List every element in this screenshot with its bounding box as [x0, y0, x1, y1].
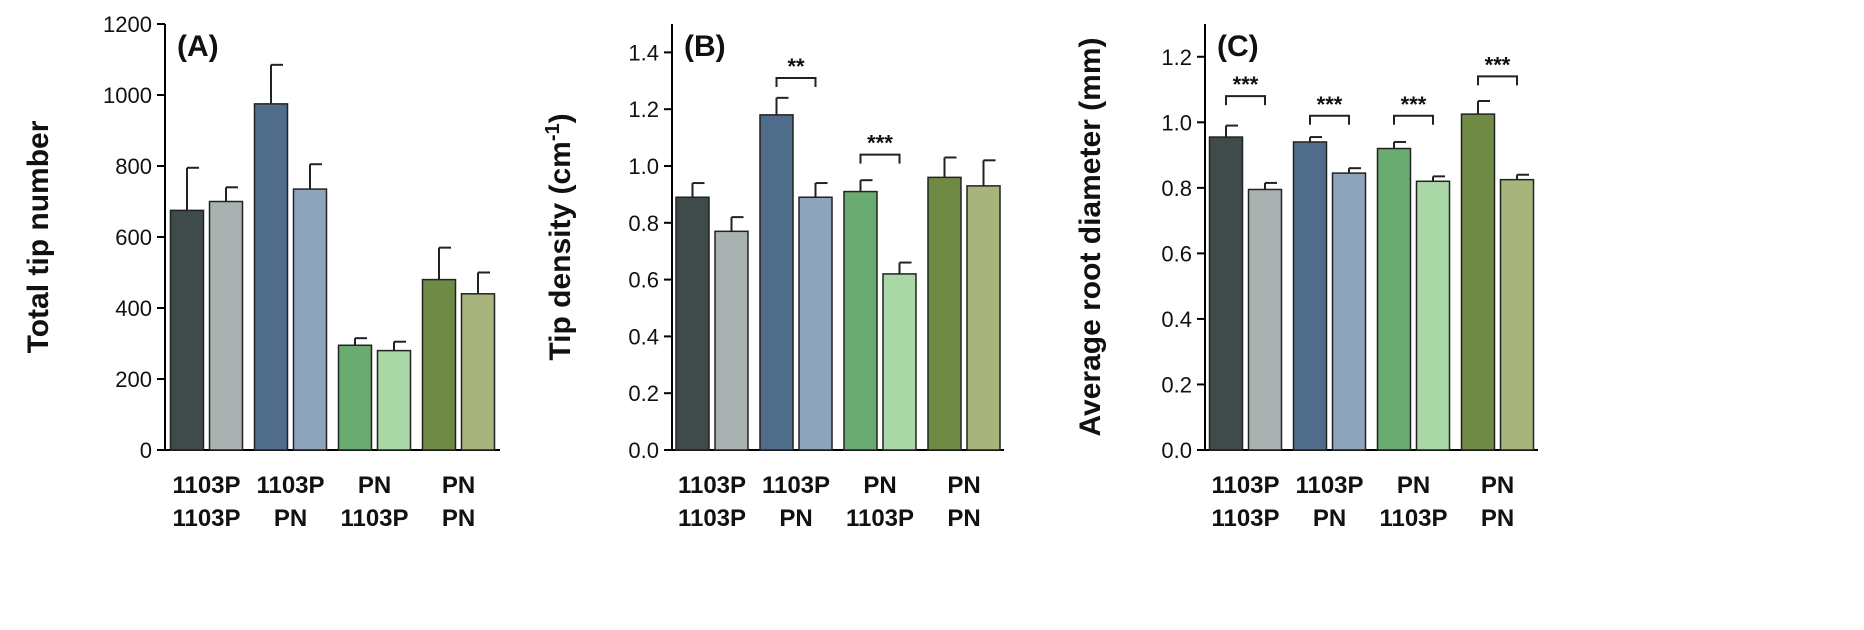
bar — [1331, 172, 1367, 451]
y-axis-label-end: ) — [544, 113, 577, 123]
y-tick-label: 800 — [115, 154, 152, 179]
y-tick-label: 400 — [115, 296, 152, 321]
category-label-line1: PN — [442, 472, 475, 499]
significance-bracket — [1393, 114, 1434, 125]
category-label-line1: 1103P — [678, 472, 746, 499]
significance-label: *** — [1317, 92, 1343, 117]
bar — [927, 176, 962, 451]
y-tick-label: 0 — [140, 438, 152, 463]
category-label-line2: 1103P — [678, 505, 746, 532]
panel-c: 0.0 0.2 0.4 0.6 0.8 1.0 1.2 Average root diamet… — [1074, 24, 1538, 532]
y-tick-label: 1000 — [103, 83, 152, 108]
category-label-line2: PN — [779, 505, 812, 532]
bar — [1292, 141, 1328, 451]
significance-bracket — [1225, 95, 1266, 106]
significance-bracket — [859, 153, 901, 164]
y-tick-label: 1.0 — [1161, 110, 1192, 135]
category-label-line1: PN — [947, 472, 980, 499]
y-tick-label: 0.4 — [628, 324, 659, 349]
y-tick-label: 0.4 — [1161, 307, 1192, 332]
y-tick-label: 0.6 — [628, 268, 659, 293]
panel-label: (C) — [1217, 30, 1259, 63]
y-tick-label: 1.4 — [628, 40, 659, 65]
significance-label: *** — [1485, 52, 1511, 77]
category-label-line2: 1103P — [846, 505, 914, 532]
category-label-line1: PN — [863, 472, 896, 499]
category-label-line2: 1103P — [1379, 505, 1447, 532]
panel-a: 0 200 400 600 800 1000 1200 Total tip number (A)… — [22, 12, 500, 532]
significance-bracket — [1309, 114, 1350, 125]
panel-label: (A) — [177, 30, 219, 63]
bar — [376, 349, 412, 451]
bar — [337, 344, 373, 451]
bar — [169, 209, 205, 451]
panel-b: 0.0 0.2 0.4 0.6 0.8 1.0 1.2 1.4 Tip density (cm-… — [542, 24, 1004, 532]
panel-label: (B) — [684, 30, 726, 63]
bar — [1376, 147, 1412, 451]
y-tick-label: 1.2 — [628, 97, 659, 122]
category-label-line1: PN — [358, 472, 391, 499]
y-tick-label: 1.2 — [1161, 45, 1192, 70]
bar — [1499, 178, 1535, 451]
category-label-line2: PN — [1313, 505, 1346, 532]
y-tick-label: 0.2 — [1161, 372, 1192, 397]
y-tick-label: 600 — [115, 225, 152, 250]
category-label-line2: PN — [1481, 505, 1514, 532]
bar — [208, 200, 244, 451]
category-label-line1: PN — [1397, 472, 1430, 499]
category-label-line1: 1103P — [1211, 472, 1279, 499]
bar — [460, 293, 496, 451]
y-tick-label: 0.8 — [1161, 176, 1192, 201]
category-label-line2: PN — [947, 505, 980, 532]
category-label-line1: 1103P — [762, 472, 830, 499]
y-axis-label: Tip density (cm-1) — [542, 113, 577, 360]
y-tick-label: 0.0 — [1161, 438, 1192, 463]
bar — [843, 190, 878, 451]
category-label-line2: 1103P — [340, 505, 408, 532]
significance-bracket — [775, 76, 817, 87]
y-tick-label: 1200 — [103, 12, 152, 37]
category-label-line2: 1103P — [172, 505, 240, 532]
category-label-line2: PN — [274, 505, 307, 532]
bar — [759, 114, 794, 451]
bar — [1460, 113, 1496, 451]
y-tick-label: 0.2 — [628, 381, 659, 406]
significance-label: ** — [787, 54, 805, 79]
y-axis-label: Average root diameter (mm) — [1074, 38, 1107, 437]
y-axis-label: Total tip number — [22, 120, 55, 353]
bar — [714, 230, 749, 451]
category-label-line1: 1103P — [1295, 472, 1363, 499]
category-label-line1: PN — [1481, 472, 1514, 499]
bar — [421, 278, 457, 451]
significance-label: *** — [1401, 92, 1427, 117]
bar — [1247, 188, 1283, 451]
category-label-line1: 1103P — [172, 472, 240, 499]
y-tick-label: 0.0 — [628, 438, 659, 463]
significance-label: *** — [1233, 72, 1259, 97]
bar — [1415, 180, 1451, 451]
y-axis-label-superscript: -1 — [542, 123, 564, 141]
category-label-line2: 1103P — [1211, 505, 1279, 532]
bar — [882, 273, 917, 451]
y-tick-label: 200 — [115, 367, 152, 392]
bar — [966, 185, 1001, 451]
y-tick-label: 0.6 — [1161, 241, 1192, 266]
significance-bracket — [1477, 75, 1518, 86]
y-tick-label: 1.0 — [628, 154, 659, 179]
bar — [253, 103, 289, 451]
bar — [798, 196, 833, 451]
bar — [292, 188, 328, 451]
y-tick-label: 0.8 — [628, 211, 659, 236]
category-label-line2: PN — [442, 505, 475, 532]
significance-label: *** — [867, 131, 893, 156]
bar — [1208, 136, 1244, 451]
bar — [675, 196, 710, 451]
category-label-line1: 1103P — [256, 472, 324, 499]
